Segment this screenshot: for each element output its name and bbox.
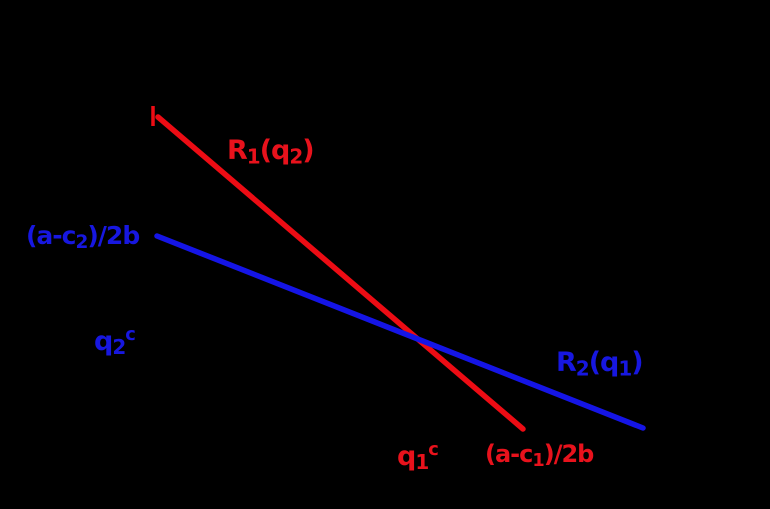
- r1-reaction-line: [155, 114, 526, 432]
- r1-curve-label: R1(q2): [227, 135, 315, 169]
- a-minus-c2-over-2b-label: (a-c2)/2b: [26, 221, 140, 254]
- r2-reaction-line: [154, 233, 646, 431]
- a-minus-c1-over-2b-label: (a-c1)/2b: [485, 440, 594, 471]
- r2-curve-label: R2(q1): [556, 347, 644, 381]
- q2-cournot-label: q2c: [94, 324, 136, 360]
- q1-cournot-label: q1c: [397, 439, 439, 475]
